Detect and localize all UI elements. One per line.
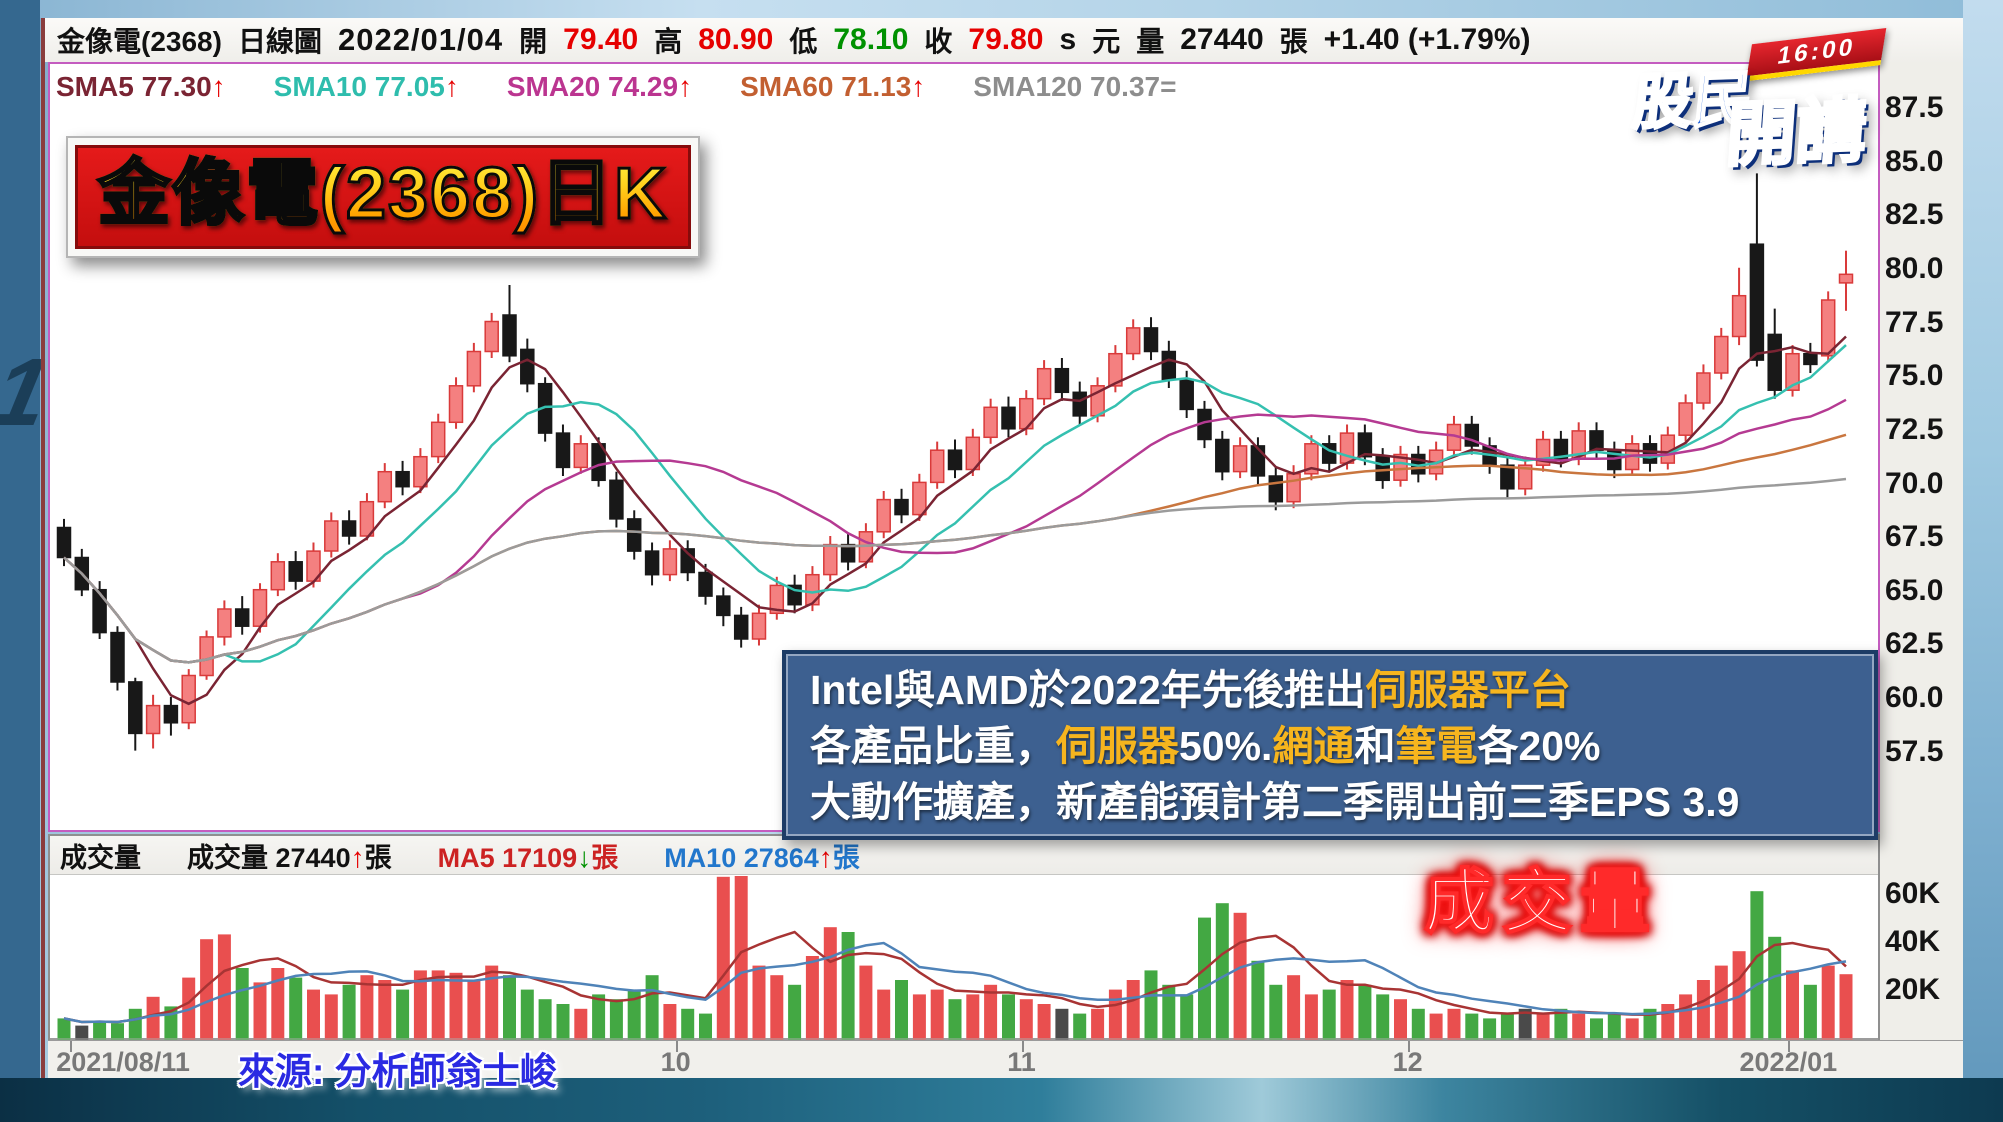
volume-axis-label: 60K — [1885, 877, 1941, 910]
sma20-up-arrow-icon: ↑ — [678, 71, 693, 102]
stock-title-badge: 金像電(2368)日K — [66, 136, 701, 258]
sma10-up-arrow-icon: ↑ — [444, 71, 459, 102]
sma-legend-bar: SMA5 77.30↑ SMA10 77.05↑ SMA20 74.29↑ SM… — [56, 70, 1176, 104]
info-text: 50%. — [1179, 723, 1273, 769]
time-axis-label: 11 — [1007, 1047, 1036, 1077]
time-axis-label: 2022/01 — [1739, 1047, 1838, 1077]
background-left-band — [0, 0, 40, 1122]
info-box-line: 大動作擴產，新產能預計第二季開出前三季EPS 3.9 — [810, 774, 1850, 830]
price-axis-label: 67.5 — [1885, 520, 1944, 554]
sma20-legend: SMA20 74.29↑ — [506, 71, 693, 102]
logo-time-ribbon: 16:00 — [1745, 28, 1887, 82]
volume-ma10-up-arrow-icon: ↑ — [818, 841, 833, 873]
stock-title-badge-inner: 金像電(2368)日K — [75, 145, 692, 249]
currency-unit: 元 — [1092, 26, 1121, 57]
panel-left-border — [41, 18, 45, 1078]
background-bottom-band — [0, 1078, 2003, 1122]
time-axis-tick — [675, 1041, 678, 1052]
high-label: 高 — [654, 26, 683, 57]
sma60-up-arrow-icon: ↑ — [911, 71, 926, 102]
volume-axis-label: 40K — [1885, 925, 1941, 958]
source-credit: 來源: 分析師翁士峻 — [238, 1051, 557, 1092]
price-axis-label: 85.0 — [1885, 144, 1944, 178]
close-label: 收 — [924, 26, 953, 57]
volume-ma5-down-arrow-icon: ↓ — [577, 841, 592, 873]
volume-ma5-legend: MA5 17109↓張 — [437, 841, 619, 873]
stock-title-text: 金像電(2368)日K — [96, 148, 668, 240]
volume-legend-bar: 成交量 成交量 27440↑張 MA5 17109↓張 MA10 27864↑張 — [50, 836, 1878, 875]
open-label: 開 — [519, 26, 548, 57]
volume-value-legend: 成交量 27440↑張 — [187, 841, 392, 873]
price-axis-label: 82.5 — [1885, 198, 1944, 232]
info-text: 各產品比重， — [810, 723, 1056, 769]
volume-label: 量 — [1136, 26, 1165, 57]
sma10-legend: SMA10 77.05↑ — [273, 71, 459, 102]
info-text: Intel與AMD於2022年先後推出 — [810, 667, 1366, 713]
sma5-legend: SMA5 77.30↑ — [56, 71, 226, 102]
info-highlight-text: 伺服器 — [1056, 723, 1179, 769]
close-suffix: s — [1059, 23, 1077, 56]
time-axis-tick — [1407, 1041, 1410, 1052]
volume-value: 27440 — [1180, 23, 1264, 56]
info-text: 和 — [1354, 723, 1396, 769]
price-axis-label: 70.0 — [1885, 466, 1944, 500]
open-value: 79.40 — [563, 23, 639, 56]
show-logo: 16:00 股民 開講 — [1628, 28, 1896, 189]
sma5-up-arrow-icon: ↑ — [211, 71, 226, 102]
time-axis-tick — [69, 1041, 72, 1052]
price-axis-label: 80.0 — [1885, 251, 1944, 285]
info-box-line: Intel與AMD於2022年先後推出伺服器平台 — [810, 662, 1850, 718]
news-info-box: Intel與AMD於2022年先後推出伺服器平台 各產品比重，伺服器50%.網通和… — [782, 650, 1878, 840]
info-highlight-text: 網通 — [1272, 723, 1355, 769]
info-text: 各20% — [1477, 723, 1601, 769]
low-label: 低 — [789, 26, 818, 57]
price-axis-label: 87.5 — [1885, 91, 1944, 125]
logo-time-text: 16:00 — [1775, 33, 1858, 70]
time-axis-label: 2021/08/11 — [56, 1047, 190, 1077]
sma120-legend: SMA120 70.37= — [973, 71, 1177, 102]
volume-pane-title: 成交量 — [60, 842, 141, 873]
quote-date: 2022/01/04 — [337, 22, 504, 57]
chart-period-label: 日線圖 — [237, 26, 322, 57]
low-value: 78.10 — [833, 23, 909, 56]
volume-unit: 張 — [1279, 26, 1308, 57]
info-box-line: 各產品比重，伺服器50%.網通和筆電各20% — [810, 718, 1850, 774]
volume-overlay-title: 成交量 — [1423, 862, 1658, 942]
high-value: 80.90 — [698, 23, 774, 56]
price-axis-label: 57.5 — [1885, 734, 1944, 768]
price-axis-label: 65.0 — [1885, 573, 1944, 607]
news-info-lines: Intel與AMD於2022年先後推出伺服器平台 各產品比重，伺服器50%.網通和… — [810, 662, 1850, 830]
logo-text-bottom: 開講 — [1722, 90, 1870, 176]
price-axis-label: 77.5 — [1885, 305, 1944, 339]
price-axis-label: 62.5 — [1885, 627, 1944, 661]
info-highlight-text: 伺服器平台 — [1365, 667, 1571, 713]
time-axis-label: 12 — [1392, 1047, 1423, 1077]
quote-header-bar: 金像電(2368) 日線圖 2022/01/04 開 79.40 高 80.90… — [45, 18, 1963, 62]
time-axis-tick — [1021, 1041, 1024, 1052]
background-top-band — [0, 0, 2003, 18]
time-axis-label: 10 — [660, 1047, 691, 1077]
close-value: 79.80 — [968, 23, 1044, 56]
right-axis-strip: 87.5 85.0 82.5 80.0 77.5 75.0 72.5 70.0 67.5 65.0… — [1880, 62, 1963, 1040]
volume-chart-pane: 成交量 成交量 27440↑張 MA5 17109↓張 MA10 27864↑張 — [48, 834, 1880, 1040]
price-axis-label: 60.0 — [1885, 681, 1944, 715]
volume-ma10-legend: MA10 27864↑張 — [664, 841, 860, 873]
candlestick-chart — [56, 173, 1854, 751]
stock-name: 金像電(2368) — [57, 26, 222, 57]
volume-up-arrow-icon: ↑ — [350, 841, 365, 873]
info-text: 大動作擴產，新產能預計第二季開出前三季EPS 3.9 — [810, 779, 1740, 825]
time-axis-strip: 2021/08/11 10 11 12 2022/01 — [48, 1040, 1963, 1078]
volume-axis-label: 20K — [1885, 973, 1941, 1006]
background-right-band — [1963, 0, 2003, 1122]
info-highlight-text: 筆電 — [1395, 723, 1478, 769]
price-axis-label: 72.5 — [1885, 412, 1944, 446]
time-axis-tick — [1788, 1041, 1791, 1052]
volume-bars-chart — [50, 876, 1878, 1040]
sma120-flat-icon: = — [1160, 71, 1177, 102]
price-axis-label: 75.0 — [1885, 359, 1944, 393]
change-value: +1.40 (+1.79%) — [1323, 23, 1531, 56]
sma60-legend: SMA60 71.13↑ — [740, 71, 926, 102]
